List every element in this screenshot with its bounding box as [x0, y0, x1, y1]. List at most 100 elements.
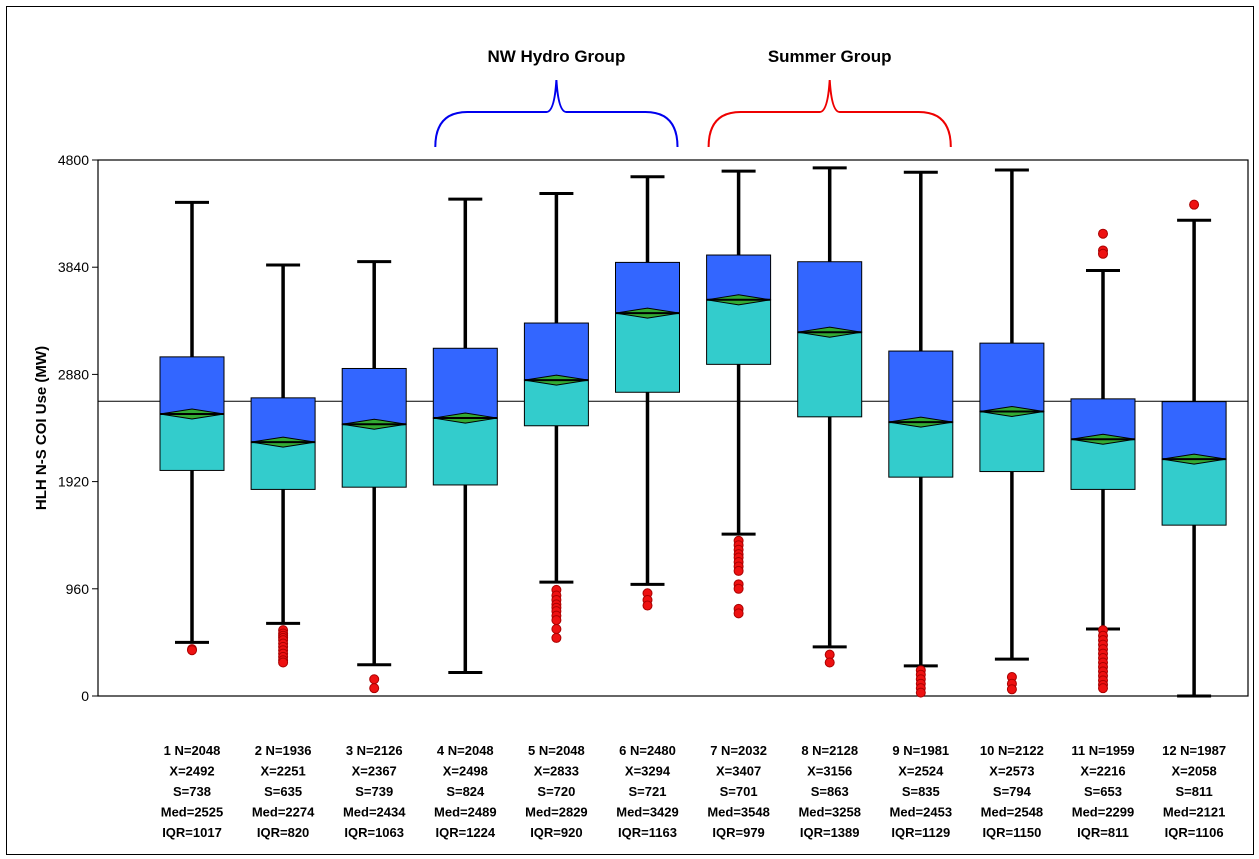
lower-box [797, 331, 863, 418]
stats-box-12: 12 N=1987 X=2058 S=811 Med=2121 IQR=1106 [1162, 743, 1226, 840]
y-tick-label: 3840 [58, 259, 89, 275]
stat-line: X=3156 [807, 764, 852, 779]
stat-line: IQR=820 [257, 825, 309, 840]
stat-line: X=2367 [352, 764, 397, 779]
stat-line: S=738 [173, 784, 211, 799]
lower-box [523, 379, 589, 427]
stat-line: S=811 [1175, 784, 1212, 799]
stats-box-8: 8 N=2128 X=3156 S=863 Med=3258 IQR=1389 [798, 743, 861, 840]
stat-line: Med=3429 [616, 805, 679, 820]
group-bracket-2 [707, 79, 952, 148]
stat-line: S=653 [1084, 784, 1122, 799]
upper-box [523, 322, 589, 381]
lower-box [706, 299, 772, 365]
stat-line: IQR=1017 [162, 825, 222, 840]
stat-line: S=794 [993, 784, 1032, 799]
stat-line: IQR=1150 [982, 825, 1041, 840]
box-10 [979, 168, 1045, 695]
outlier-point [824, 657, 835, 668]
stat-line: 10 N=2122 [980, 743, 1044, 758]
stat-line: Med=2829 [525, 805, 588, 820]
stat-line: IQR=920 [530, 825, 582, 840]
stats-box-9: 9 N=1981 X=2524 S=835 Med=2453 IQR=1129 [890, 743, 953, 840]
stat-line: S=721 [629, 784, 667, 799]
box-11 [1070, 228, 1136, 694]
upper-box [1070, 398, 1136, 440]
box-5 [523, 192, 589, 643]
stat-line: S=720 [537, 784, 575, 799]
upper-box [706, 254, 772, 301]
outlier-point [551, 632, 562, 643]
stats-box-5: 5 N=2048 X=2833 S=720 Med=2829 IQR=920 [525, 743, 588, 840]
box-6 [615, 175, 680, 611]
stat-line: IQR=1224 [435, 825, 495, 840]
stat-line: Med=2489 [434, 805, 497, 820]
stat-line: Med=2274 [252, 805, 315, 820]
outlier-point [551, 615, 562, 626]
stat-line: 3 N=2126 [346, 743, 403, 758]
stat-line: 11 N=1959 [1071, 743, 1134, 758]
stat-line: Med=3548 [707, 805, 770, 820]
upper-box [159, 356, 225, 415]
stat-line: 1 N=2048 [164, 743, 221, 758]
plot-area-border [97, 159, 1249, 697]
stat-line: IQR=1063 [344, 825, 404, 840]
stat-line: 2 N=1936 [255, 743, 312, 758]
box-2 [250, 263, 316, 668]
outlier-point [915, 687, 926, 698]
lower-box [979, 410, 1045, 473]
outlier-point [1098, 248, 1108, 259]
box-7 [706, 169, 772, 619]
stat-line: IQR=811 [1077, 825, 1129, 840]
stat-line: S=635 [264, 784, 302, 799]
stats-box-3: 3 N=2126 X=2367 S=739 Med=2434 IQR=1063 [343, 743, 406, 840]
box-statistics: 1 N=2048 X=2492 S=738 Med=2525 IQR=1017 2 N=1… [161, 743, 1226, 840]
stat-line: S=863 [811, 784, 849, 799]
outlier-point [733, 583, 744, 594]
stat-line: S=739 [355, 784, 393, 799]
outlier-point [1006, 684, 1017, 695]
stat-line: X=2498 [443, 764, 488, 779]
stat-line: Med=2548 [981, 805, 1044, 820]
y-tick-label: 2880 [58, 366, 89, 382]
box-9 [888, 170, 954, 698]
stat-line: Med=2121 [1163, 805, 1226, 820]
outlier-point [551, 624, 562, 634]
stat-line: IQR=1106 [1165, 825, 1224, 840]
upper-box [979, 342, 1045, 412]
upper-box [432, 347, 498, 419]
stat-line: Med=2299 [1072, 805, 1135, 820]
stat-line: X=2573 [989, 764, 1034, 779]
outlier-point [369, 674, 380, 685]
outlier-point [278, 657, 289, 668]
outlier-point [369, 683, 380, 694]
outlier-point [642, 600, 653, 611]
stats-box-7: 7 N=2032 X=3407 S=701 Med=3548 IQR=979 [707, 743, 770, 840]
stat-line: X=2216 [1080, 764, 1125, 779]
stat-line: Med=2434 [343, 805, 406, 820]
outlier-point [1098, 683, 1108, 694]
stat-line: X=2492 [169, 764, 214, 779]
stat-line: Med=3258 [798, 805, 861, 820]
y-tick-label: 960 [66, 581, 90, 597]
box-8 [797, 166, 863, 668]
lower-box [615, 312, 680, 393]
y-axis-label: HLH N-S COI Use (MW) [33, 346, 50, 510]
group-label-2: Summer Group [768, 47, 892, 66]
upper-box [341, 367, 407, 425]
outlier-point [733, 565, 744, 576]
stat-line: IQR=979 [712, 825, 764, 840]
stats-box-6: 6 N=2480 X=3294 S=721 Med=3429 IQR=1163 [616, 743, 679, 840]
outlier-point [187, 645, 197, 656]
lower-box [432, 417, 498, 486]
stat-line: X=2524 [898, 764, 944, 779]
upper-box [615, 261, 680, 314]
chart-frame [6, 6, 1254, 855]
y-tick-label: 4800 [58, 152, 89, 168]
outlier-point [1098, 228, 1108, 239]
outlier-point [1189, 199, 1200, 210]
boxes [159, 166, 1227, 698]
y-axis: 0 960 1920 2880 3840 4800 HLH N-S COI Use (MW) [33, 152, 1249, 704]
upper-box [888, 350, 954, 423]
